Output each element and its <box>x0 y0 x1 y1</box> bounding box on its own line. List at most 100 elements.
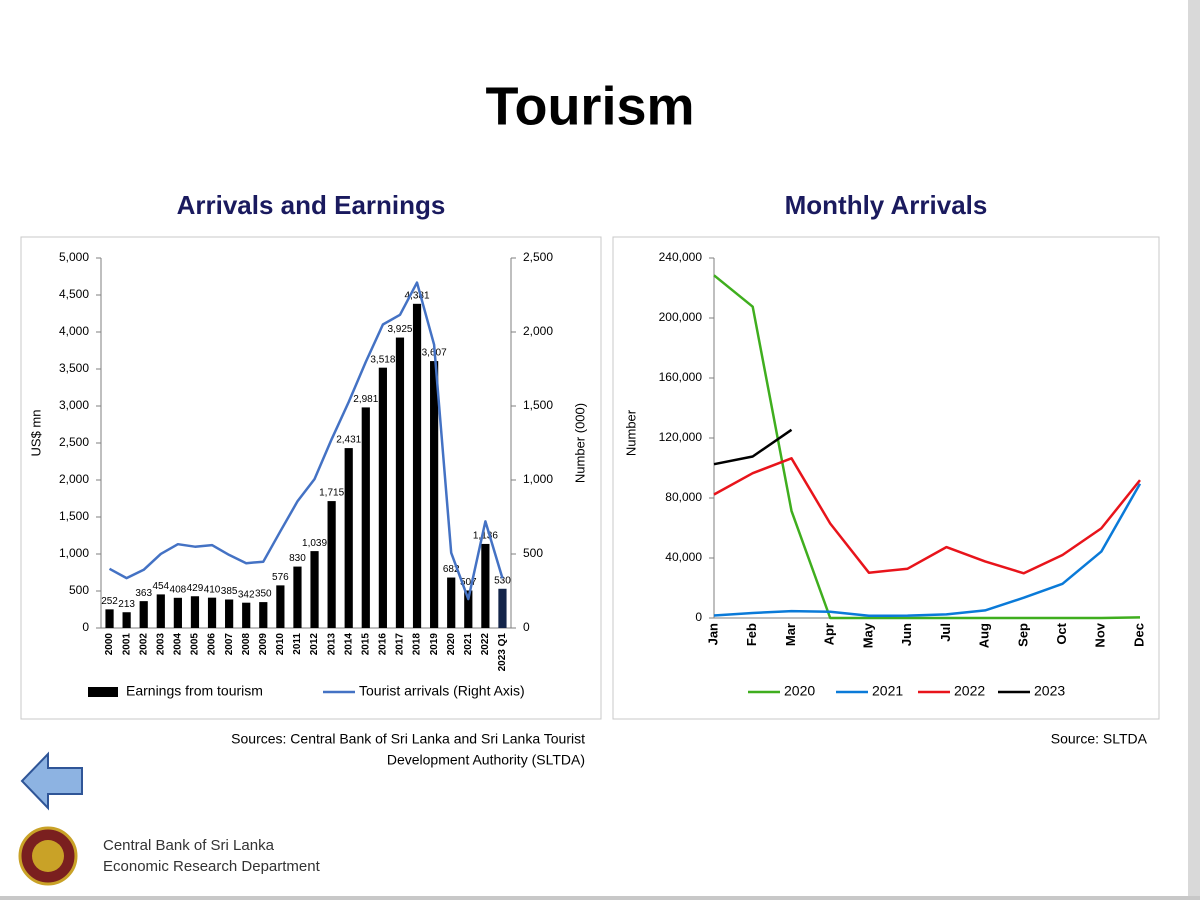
x-tick-label: 2023 Q1 <box>497 633 508 672</box>
bar <box>276 585 285 628</box>
data-label: 530 <box>494 575 511 586</box>
x-tick-label: 2008 <box>241 633 252 656</box>
legend-label: 2023 <box>1034 683 1065 699</box>
data-label: 363 <box>135 588 152 599</box>
x-tick-label: 2003 <box>155 633 166 656</box>
series-line <box>108 281 504 601</box>
legend-label: 2022 <box>954 683 985 699</box>
x-tick-label: Apr <box>822 623 837 645</box>
data-label: 342 <box>238 589 255 600</box>
bottom-border <box>0 896 1200 900</box>
y-tick-label: 3,500 <box>59 361 89 375</box>
bar <box>344 448 353 628</box>
bar <box>105 609 114 628</box>
source-note: Source: SLTDA <box>1051 731 1148 747</box>
chart-frame <box>20 236 602 720</box>
x-tick-label: Dec <box>1131 623 1146 647</box>
y2-tick-label: 2,000 <box>523 324 553 338</box>
bar <box>242 602 251 628</box>
legend-label: 2021 <box>872 683 903 699</box>
bar <box>395 337 405 628</box>
y-tick-label: 80,000 <box>665 490 702 504</box>
x-tick-label: 2006 <box>207 633 218 656</box>
y-axis-label: US$ mn <box>28 410 43 457</box>
data-label: 252 <box>101 596 118 607</box>
x-tick-label: 2014 <box>343 633 354 656</box>
x-tick-label: Nov <box>1093 622 1108 647</box>
y2-tick-label: 2,500 <box>523 250 553 264</box>
bar <box>430 361 439 628</box>
y2-tick-label: 500 <box>523 546 543 560</box>
x-tick-label: Jan <box>705 623 720 645</box>
footer-text: Central Bank of Sri Lanka <box>103 837 275 854</box>
bar <box>139 601 148 628</box>
y-axis-label: Number <box>623 409 638 456</box>
bar <box>173 597 182 628</box>
y-tick-label: 2,500 <box>59 435 89 449</box>
bar <box>481 543 490 628</box>
x-tick-label: 2000 <box>104 633 115 656</box>
data-label: 1,715 <box>319 488 344 499</box>
x-tick-label: May <box>860 622 875 648</box>
data-label: 213 <box>118 599 135 610</box>
x-tick-label: 2012 <box>309 633 320 656</box>
y2-tick-label: 1,000 <box>523 472 553 486</box>
x-tick-label: Jul <box>938 623 953 642</box>
x-tick-label: 2020 <box>446 633 457 656</box>
y-tick-label: 1,500 <box>59 509 89 523</box>
data-label: 1,136 <box>473 531 498 542</box>
bar <box>190 596 200 628</box>
series-line <box>713 483 1142 618</box>
y-tick-label: 3,000 <box>59 398 89 412</box>
y2-tick-label: 1,500 <box>523 398 553 412</box>
bar <box>361 407 370 628</box>
y-tick-label: 500 <box>69 583 89 597</box>
slide-title: Tourism <box>485 76 694 136</box>
x-tick-label: 2001 <box>121 633 132 656</box>
bar <box>327 501 336 628</box>
x-tick-label: 2011 <box>292 633 303 655</box>
x-tick-label: 2013 <box>326 633 337 656</box>
bar <box>464 590 473 628</box>
data-label: 576 <box>272 572 289 583</box>
right-border <box>1188 0 1200 900</box>
x-tick-label: Mar <box>783 623 798 646</box>
data-label: 350 <box>255 589 272 600</box>
x-tick-label: 2022 <box>480 633 491 656</box>
x-tick-label: Feb <box>744 623 759 646</box>
bar <box>378 367 387 628</box>
y-tick-label: 1,000 <box>59 546 89 560</box>
y-tick-label: 2,000 <box>59 472 89 486</box>
legend-label: Earnings from tourism <box>126 683 263 699</box>
x-tick-label: 2005 <box>190 633 201 656</box>
bar <box>412 303 422 628</box>
x-tick-label: Jun <box>899 623 914 646</box>
data-label: 4,381 <box>405 290 430 301</box>
source-note: Development Authority (SLTDA) <box>387 752 585 768</box>
data-label: 408 <box>170 584 187 595</box>
x-tick-label: Aug <box>977 623 992 648</box>
y-tick-label: 200,000 <box>659 310 703 324</box>
x-tick-label: 2007 <box>224 633 235 656</box>
data-label: 682 <box>443 564 460 575</box>
x-tick-label: 2017 <box>395 633 406 656</box>
x-tick-label: 2009 <box>258 633 269 656</box>
bar <box>447 577 456 628</box>
series-line <box>713 457 1141 575</box>
bar <box>310 551 319 628</box>
legend-swatch <box>88 687 118 697</box>
y2-tick-label: 0 <box>523 620 530 634</box>
y-tick-label: 4,000 <box>59 324 89 338</box>
bar <box>156 594 165 628</box>
y-tick-label: 4,500 <box>59 287 89 301</box>
data-label: 410 <box>204 584 221 595</box>
y-tick-label: 240,000 <box>659 250 703 264</box>
legend-label: 2020 <box>784 683 815 699</box>
chart-title: Arrivals and Earnings <box>177 190 446 220</box>
back-arrow[interactable] <box>20 751 83 811</box>
data-label: 830 <box>289 553 306 564</box>
data-label: 2,981 <box>353 394 378 405</box>
x-tick-label: 2018 <box>412 633 423 656</box>
data-label: 3,518 <box>370 354 395 365</box>
